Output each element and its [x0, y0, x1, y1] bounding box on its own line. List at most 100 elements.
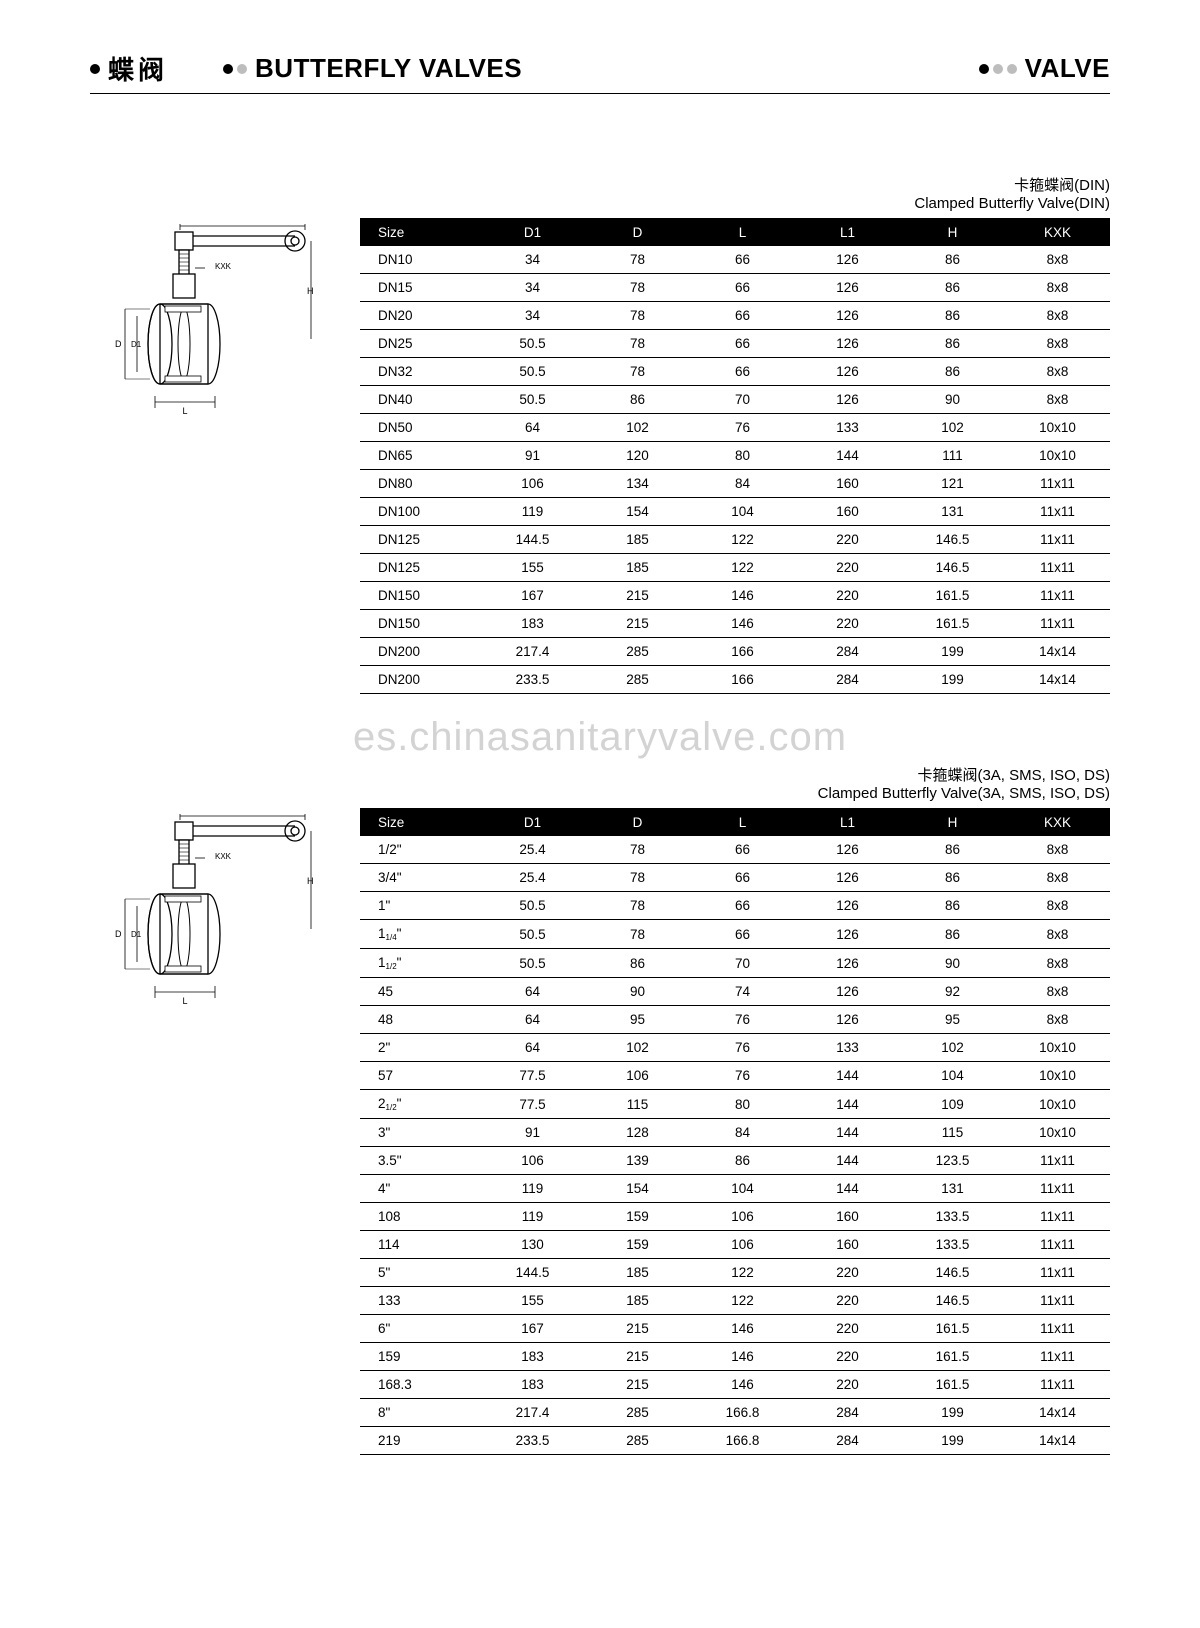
table-cell: 8x8: [1005, 920, 1110, 949]
table-cell: 115: [900, 1119, 1005, 1147]
section1-cn-title: 卡箍蝶阀(DIN): [360, 174, 1110, 195]
header-item-cn: 蝶阀: [90, 50, 168, 87]
table-cell: 126: [795, 978, 900, 1006]
table-cell: 215: [585, 610, 690, 638]
col-header: L: [690, 219, 795, 247]
table-cell: 8x8: [1005, 836, 1110, 864]
table-cell: 133.5: [900, 1203, 1005, 1231]
table-cell: 78: [585, 864, 690, 892]
table-cell: 91: [480, 1119, 585, 1147]
table-cell: 10x10: [1005, 1119, 1110, 1147]
header-cn-label: 蝶阀: [108, 50, 168, 87]
table-row: 6"167215146220161.511x11: [360, 1315, 1110, 1343]
table-cell: DN150: [360, 582, 480, 610]
table-cell: 126: [795, 330, 900, 358]
table-cell: 126: [795, 386, 900, 414]
table-cell: DN80: [360, 470, 480, 498]
table-cell: 146: [690, 582, 795, 610]
table-cell: 14x14: [1005, 666, 1110, 694]
table-cell: 133: [795, 1034, 900, 1062]
col-header: H: [900, 809, 1005, 837]
table-cell: 11x11: [1005, 1315, 1110, 1343]
table-cell: 122: [690, 1259, 795, 1287]
table-cell: 86: [900, 892, 1005, 920]
table-cell: 284: [795, 666, 900, 694]
svg-text:D: D: [115, 339, 122, 349]
table-cell: 76: [690, 1062, 795, 1090]
table-cell: 123.5: [900, 1147, 1005, 1175]
table-cell: 76: [690, 414, 795, 442]
table-row: DN50641027613310210x10: [360, 414, 1110, 442]
table-cell: 120: [585, 442, 690, 470]
table-cell: 76: [690, 1034, 795, 1062]
table-cell: 66: [690, 302, 795, 330]
svg-text:D: D: [115, 929, 122, 939]
table-cell: 106: [690, 1203, 795, 1231]
table-cell: DN200: [360, 666, 480, 694]
table-cell: 14x14: [1005, 638, 1110, 666]
table-cell: 102: [900, 414, 1005, 442]
col-header: D: [585, 809, 690, 837]
col-header: KXK: [1005, 219, 1110, 247]
table-cell: 34: [480, 274, 585, 302]
table-cell: 220: [795, 1343, 900, 1371]
table-cell: 8x8: [1005, 978, 1110, 1006]
table-cell: DN20: [360, 302, 480, 330]
table-cell: 183: [480, 610, 585, 638]
col-header: L1: [795, 809, 900, 837]
spec-table-3a: SizeD1DLL1HKXK 1/2"25.47866126868x83/4"2…: [360, 808, 1110, 1455]
table-cell: 160: [795, 1203, 900, 1231]
table-row: 11/2"50.58670126908x8: [360, 949, 1110, 978]
table-row: 3/4"25.47866126868x8: [360, 864, 1110, 892]
col-header: D: [585, 219, 690, 247]
table-cell: 160: [795, 1231, 900, 1259]
table-cell: 11x11: [1005, 582, 1110, 610]
table-cell: 66: [690, 864, 795, 892]
table-cell: 155: [480, 554, 585, 582]
spec-table-din: SizeD1DLL1HKXK DN10347866126868x8DN15347…: [360, 218, 1110, 694]
table-cell: 167: [480, 582, 585, 610]
table-cell: 122: [690, 1287, 795, 1315]
table-cell: 102: [585, 1034, 690, 1062]
table-cell: 146: [690, 1371, 795, 1399]
svg-text:D1: D1: [131, 930, 142, 939]
table-cell: 185: [585, 554, 690, 582]
header-item-valve: VALVE: [979, 53, 1110, 84]
table-row: DN10011915410416013111x11: [360, 498, 1110, 526]
valve-diagram-2: L1 KXK H: [105, 814, 315, 1014]
table-cell: 159: [585, 1203, 690, 1231]
table-cell: 161.5: [900, 1343, 1005, 1371]
table-cell: 91: [480, 442, 585, 470]
table-cell: 11x11: [1005, 554, 1110, 582]
table-cell: 104: [900, 1062, 1005, 1090]
table-cell: 160: [795, 470, 900, 498]
table-cell: 11x11: [1005, 1371, 1110, 1399]
table-cell: 86: [690, 1147, 795, 1175]
table-row: DN150167215146220161.511x11: [360, 582, 1110, 610]
table-cell: 185: [585, 1259, 690, 1287]
table-cell: 133: [360, 1287, 480, 1315]
table-cell: 126: [795, 246, 900, 274]
table-cell: 217.4: [480, 638, 585, 666]
table-cell: 131: [900, 1175, 1005, 1203]
table-cell: 220: [795, 1315, 900, 1343]
table-cell: 126: [795, 949, 900, 978]
table-cell: 11x11: [1005, 1147, 1110, 1175]
table-cell: 14x14: [1005, 1399, 1110, 1427]
table-cell: 11x11: [1005, 1175, 1110, 1203]
table-cell: 111: [900, 442, 1005, 470]
table-row: 108119159106160133.511x11: [360, 1203, 1110, 1231]
table-cell: 90: [900, 386, 1005, 414]
page-header: 蝶阀 BUTTERFLY VALVES VALVE: [90, 50, 1110, 94]
table-cell: 11/4": [360, 920, 480, 949]
table-row: 48649576126958x8: [360, 1006, 1110, 1034]
table-cell: DN15: [360, 274, 480, 302]
header-item-en: BUTTERFLY VALVES: [223, 53, 522, 84]
table-cell: 78: [585, 330, 690, 358]
table-row: 21/2"77.51158014410910x10: [360, 1090, 1110, 1119]
table-cell: 185: [585, 526, 690, 554]
table-cell: 233.5: [480, 1427, 585, 1455]
table-row: DN200233.528516628419914x14: [360, 666, 1110, 694]
table-cell: 3.5": [360, 1147, 480, 1175]
table-row: 159183215146220161.511x11: [360, 1343, 1110, 1371]
